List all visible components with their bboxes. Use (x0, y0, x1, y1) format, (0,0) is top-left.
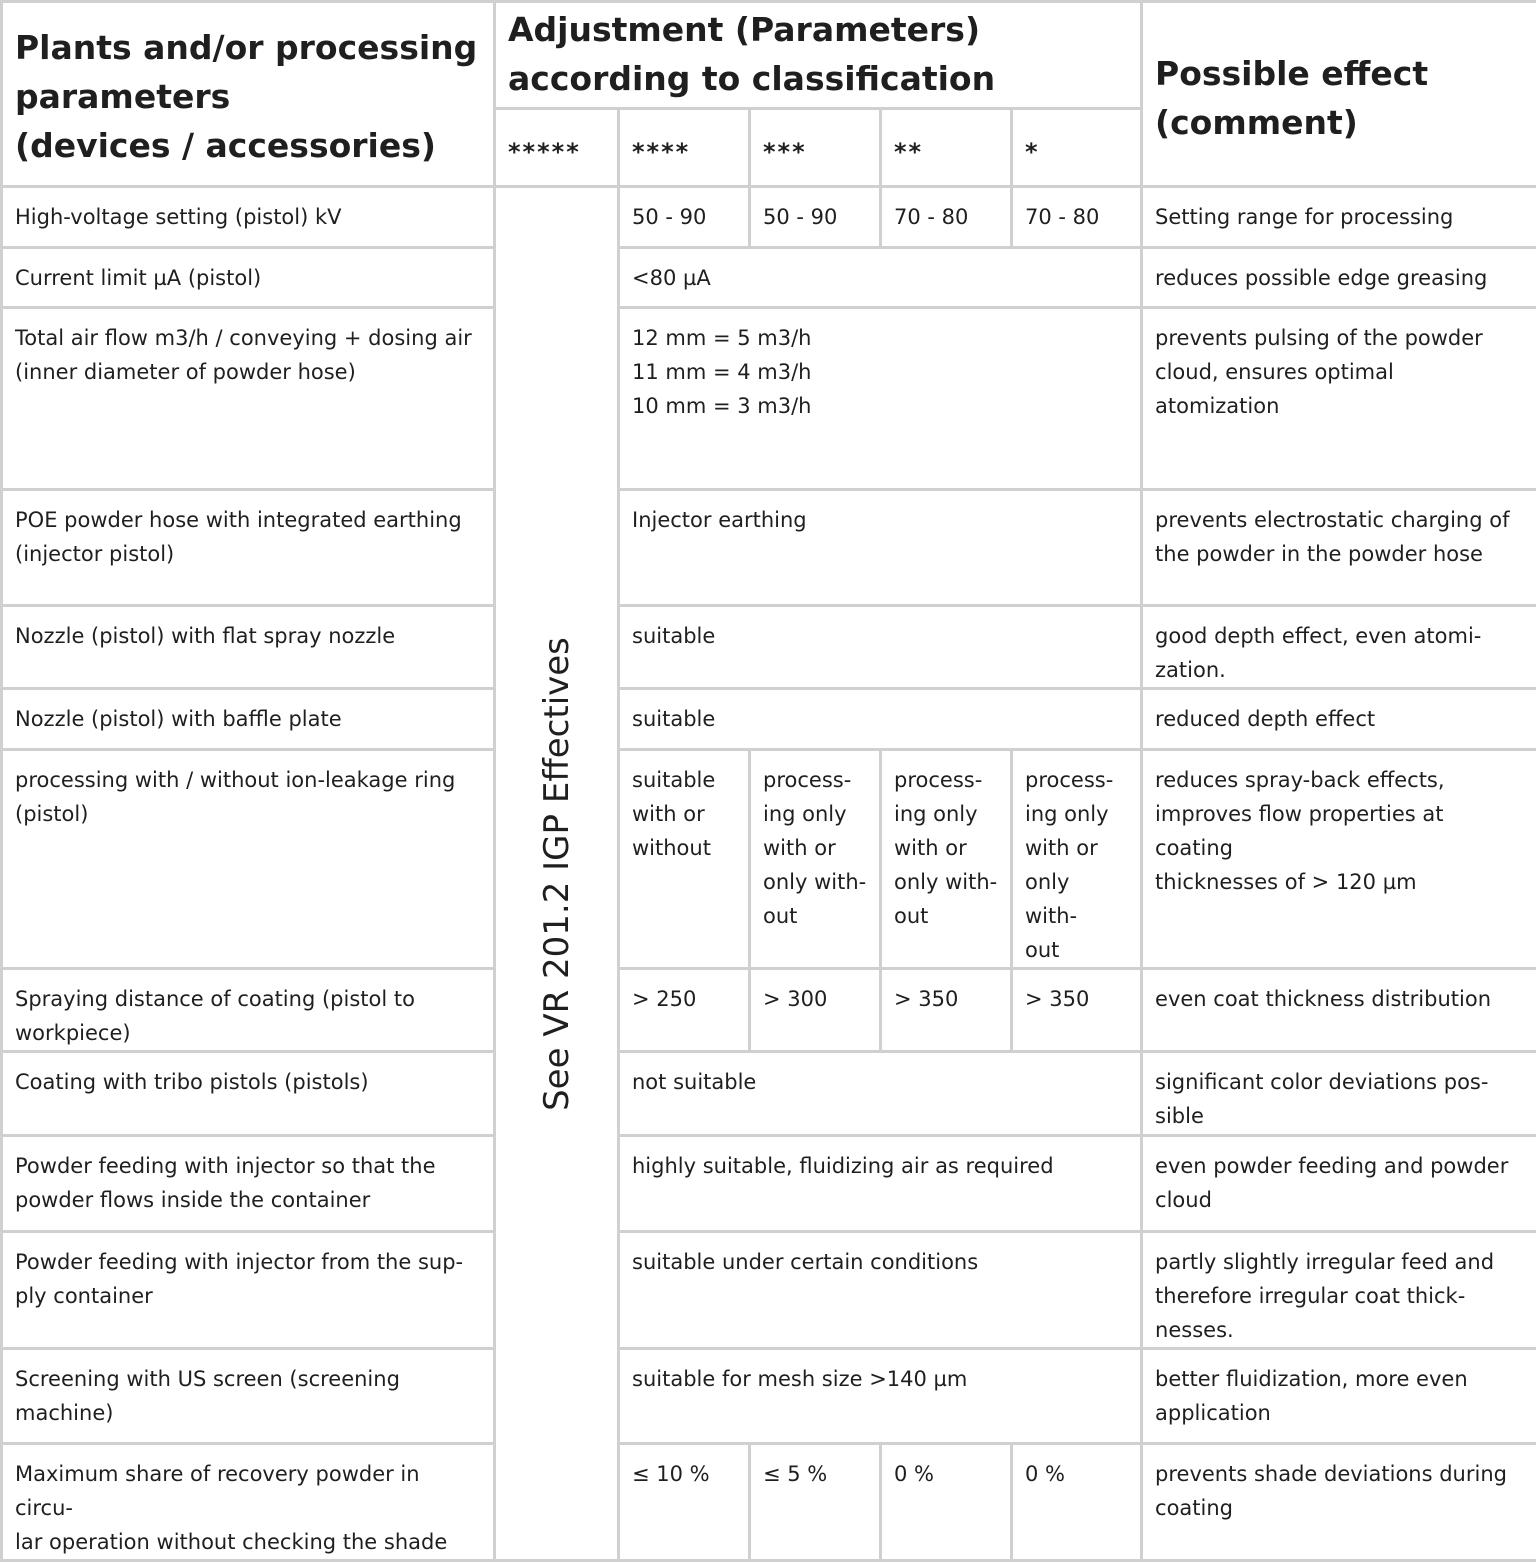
parameter-cell: POE powder hose with integrated earthing… (2, 490, 495, 606)
header-stars-2: ** (881, 109, 1012, 187)
value-cell: <80 µA (619, 248, 1142, 308)
parameter-cell: Total air flow m3/h / conveying + dosing… (2, 308, 495, 490)
table-row: Powder feeding with injector from the su… (2, 1232, 1536, 1349)
table-row: Powder feeding with injector so that the… (2, 1136, 1536, 1232)
effect-cell: prevents electrostatic charging of the p… (1142, 490, 1536, 606)
effect-cell: good depth effect, even atomi- zation. (1142, 606, 1536, 689)
value-cell: 70 - 80 (1012, 187, 1142, 248)
effect-cell: significant color deviations pos- sible (1142, 1052, 1536, 1136)
effect-cell: partly slightly irregular feed and there… (1142, 1232, 1536, 1349)
effect-cell: reduced depth effect (1142, 689, 1536, 750)
parameter-cell: Maximum share of recovery powder in circ… (2, 1444, 495, 1561)
parameter-cell: processing with / without ion-leakage ri… (2, 750, 495, 969)
value-cell: suitable (619, 689, 1142, 750)
value-cell: 50 - 90 (619, 187, 750, 248)
value-cell: 50 - 90 (750, 187, 881, 248)
value-cell: process- ing only with or only with- out (881, 750, 1012, 969)
value-cell: ≤ 10 % (619, 1444, 750, 1561)
parameter-cell: High-voltage setting (pistol) kV (2, 187, 495, 248)
table-row: Nozzle (pistol) with baffle plate suitabl… (2, 689, 1536, 750)
value-cell: 12 mm = 5 m3/h 11 mm = 4 m3/h 10 mm = 3 … (619, 308, 1142, 490)
effect-cell: reduces possible edge greasing (1142, 248, 1536, 308)
parameter-cell: Spraying distance of coating (pistol to … (2, 969, 495, 1052)
vertical-note-cell: See VR 201.2 IGP Effectives (495, 187, 619, 1561)
effect-cell: better fluidization, more even applicati… (1142, 1349, 1536, 1444)
parameter-cell: Coating with tribo pistols (pistols) (2, 1052, 495, 1136)
header-stars-5: ***** (495, 109, 619, 187)
header-adjustment: Adjustment (Parameters) according to cla… (495, 2, 1142, 109)
parameter-cell: Nozzle (pistol) with baffle plate (2, 689, 495, 750)
value-cell: process- ing only with or only with- out (1012, 750, 1142, 969)
value-cell: 70 - 80 (881, 187, 1012, 248)
effect-cell: prevents pulsing of the powder cloud, en… (1142, 308, 1536, 490)
value-cell: suitable for mesh size >140 µm (619, 1349, 1142, 1444)
parameter-cell: Nozzle (pistol) with flat spray nozzle (2, 606, 495, 689)
vertical-note: See VR 201.2 IGP Effectives (537, 637, 577, 1111)
parameter-cell: Screening with US screen (screening mach… (2, 1349, 495, 1444)
value-cell: highly suitable, fluidizing air as requi… (619, 1136, 1142, 1232)
value-cell: > 250 (619, 969, 750, 1052)
table-row: Total air flow m3/h / conveying + dosing… (2, 308, 1536, 490)
table-row: processing with / without ion-leakage ri… (2, 750, 1536, 969)
effect-cell: reduces spray-back effects, improves flo… (1142, 750, 1536, 969)
value-cell: suitable (619, 606, 1142, 689)
value-cell: 0 % (1012, 1444, 1142, 1561)
header-possible-effect: Possible effect (comment) (1142, 2, 1536, 187)
table-row: POE powder hose with integrated earthing… (2, 490, 1536, 606)
effect-cell: even coat thickness distribution (1142, 969, 1536, 1052)
table-row: Spraying distance of coating (pistol to … (2, 969, 1536, 1052)
table-row: Nozzle (pistol) with flat spray nozzle su… (2, 606, 1536, 689)
value-cell: Injector earthing (619, 490, 1142, 606)
parameter-cell: Powder feeding with injector so that the… (2, 1136, 495, 1232)
value-cell: 0 % (881, 1444, 1012, 1561)
header-stars-4: **** (619, 109, 750, 187)
table-row: Screening with US screen (screening mach… (2, 1349, 1536, 1444)
header-stars-3: *** (750, 109, 881, 187)
value-cell: not suitable (619, 1052, 1142, 1136)
table-row: Maximum share of recovery powder in circ… (2, 1444, 1536, 1561)
value-cell: > 300 (750, 969, 881, 1052)
parameter-cell: Current limit µA (pistol) (2, 248, 495, 308)
value-cell: process- ing only with or only with- out (750, 750, 881, 969)
effect-cell: even powder feeding and powder cloud (1142, 1136, 1536, 1232)
effect-cell: prevents shade deviations during coating (1142, 1444, 1536, 1561)
value-cell: suitable with or without (619, 750, 750, 969)
header-stars-1: * (1012, 109, 1142, 187)
value-cell: ≤ 5 % (750, 1444, 881, 1561)
table-row: Coating with tribo pistols (pistols) not … (2, 1052, 1536, 1136)
value-cell: suitable under certain conditions (619, 1232, 1142, 1349)
header-plants-parameters: Plants and/or processing parameters (dev… (2, 2, 495, 187)
parameter-cell: Powder feeding with injector from the su… (2, 1232, 495, 1349)
value-cell: > 350 (881, 969, 1012, 1052)
value-cell: > 350 (1012, 969, 1142, 1052)
effect-cell: Setting range for processing (1142, 187, 1536, 248)
